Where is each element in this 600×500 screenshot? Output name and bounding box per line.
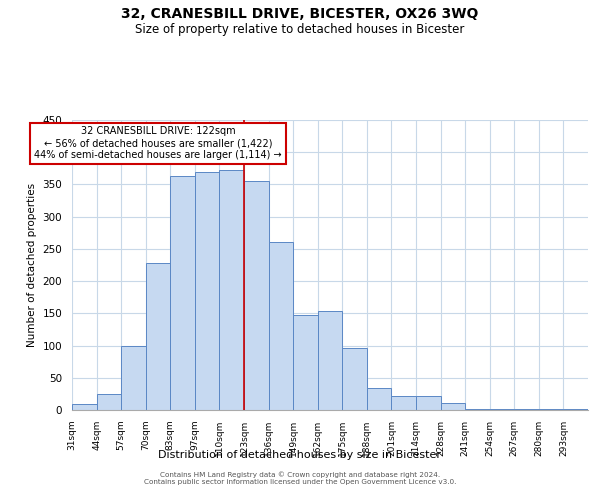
Bar — [170, 176, 195, 410]
Bar — [269, 242, 293, 410]
Bar — [490, 408, 514, 410]
Bar — [318, 312, 342, 410]
Bar — [391, 396, 416, 410]
Bar — [195, 172, 220, 410]
Bar — [72, 404, 97, 410]
Text: 32 CRANESBILL DRIVE: 122sqm
← 56% of detached houses are smaller (1,422)
44% of : 32 CRANESBILL DRIVE: 122sqm ← 56% of det… — [34, 126, 282, 160]
Bar — [416, 396, 440, 410]
Bar — [97, 394, 121, 410]
Bar — [293, 316, 318, 410]
Bar — [514, 408, 539, 410]
Bar — [465, 408, 490, 410]
Text: Distribution of detached houses by size in Bicester: Distribution of detached houses by size … — [158, 450, 442, 460]
Bar — [146, 263, 170, 410]
Bar — [121, 346, 146, 410]
Bar — [342, 348, 367, 410]
Bar — [244, 181, 269, 410]
Text: 32, CRANESBILL DRIVE, BICESTER, OX26 3WQ: 32, CRANESBILL DRIVE, BICESTER, OX26 3WQ — [121, 8, 479, 22]
Bar — [440, 403, 465, 410]
Y-axis label: Number of detached properties: Number of detached properties — [27, 183, 37, 347]
Bar — [220, 170, 244, 410]
Bar — [563, 408, 588, 410]
Text: Size of property relative to detached houses in Bicester: Size of property relative to detached ho… — [136, 22, 464, 36]
Text: Contains HM Land Registry data © Crown copyright and database right 2024.
Contai: Contains HM Land Registry data © Crown c… — [144, 472, 456, 485]
Bar — [539, 408, 563, 410]
Bar — [367, 388, 391, 410]
